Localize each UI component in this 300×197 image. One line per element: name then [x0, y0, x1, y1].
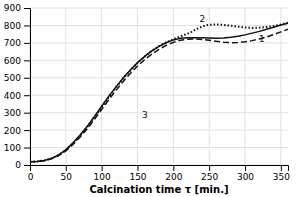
grid-line-y — [30, 8, 288, 9]
y-tick: 700 — [4, 38, 30, 48]
grid-line-y — [30, 77, 288, 78]
y-tick-mark — [24, 130, 30, 131]
y-tick-mark — [24, 43, 30, 44]
x-axis: 0 50 100 150 200 250 300 350 — [28, 165, 291, 182]
y-tick: 0 — [15, 160, 30, 170]
x-tick: 200 — [165, 165, 182, 182]
y-tick-mark — [24, 95, 30, 96]
y-tick: 800 — [4, 21, 30, 31]
grid-line-x — [137, 8, 138, 165]
y-axis: 0 100 200 300 400 500 600 700 800 900 — [4, 3, 31, 170]
y-tick: 600 — [4, 56, 30, 66]
grid-line-y — [30, 95, 288, 96]
x-tick-label: 150 — [129, 172, 146, 182]
x-tick-label: 250 — [201, 172, 218, 182]
y-tick-mark — [24, 113, 30, 114]
y-tick-mark — [24, 25, 30, 26]
grid-line-x — [65, 8, 66, 165]
line-series — [30, 29, 288, 162]
x-tick-label: 300 — [237, 172, 254, 182]
y-tick-label: 500 — [4, 73, 21, 83]
y-tick-label: 400 — [4, 91, 21, 101]
curve-label: 1 — [259, 34, 265, 44]
plot-area: 0 50 100 150 200 250 300 350 0 100 200 300 400 500 600… — [4, 3, 290, 182]
x-tick-mark — [102, 165, 103, 171]
y-tick-mark — [24, 148, 30, 149]
y-tick-mark — [24, 165, 30, 166]
grid-line-y — [30, 42, 288, 43]
x-tick: 100 — [94, 165, 111, 182]
x-tick: 0 — [28, 165, 34, 182]
y-tick-label: 100 — [4, 143, 21, 153]
y-tick-label: 300 — [4, 108, 21, 118]
x-tick: 250 — [201, 165, 218, 182]
y-tick: 100 — [4, 143, 30, 153]
curve-label: 3 — [142, 110, 148, 120]
x-tick-mark — [245, 165, 246, 171]
y-tick: 900 — [4, 3, 30, 13]
y-tick-label: 0 — [15, 160, 21, 170]
y-tick-label: 900 — [4, 3, 21, 13]
chart: 0 50 100 150 200 250 300 350 0 100 200 300 400 500 600… — [0, 0, 300, 197]
x-tick-mark — [173, 165, 174, 171]
x-tick-mark — [66, 165, 67, 171]
y-tick-label: 700 — [4, 38, 21, 48]
x-tick-label: 200 — [165, 172, 182, 182]
grid-line-x — [101, 8, 102, 165]
x-tick: 150 — [129, 165, 146, 182]
grid-line-x — [245, 8, 246, 165]
y-axis-line — [24, 9, 31, 166]
x-tick-label: 100 — [94, 172, 111, 182]
x-tick-label: 0 — [28, 172, 34, 182]
y-tick: 500 — [4, 73, 30, 83]
y-tick-label: 200 — [4, 125, 21, 135]
grid-line-y — [30, 130, 288, 131]
x-tick-label: 350 — [273, 172, 290, 182]
y-tick: 200 — [4, 125, 30, 135]
x-tick-mark — [138, 165, 139, 171]
y-tick-mark — [24, 78, 30, 79]
curve-label: 2 — [199, 14, 205, 24]
line-series — [30, 23, 288, 162]
grid-line-y — [30, 25, 288, 26]
grid — [30, 8, 288, 165]
x-tick: 50 — [61, 165, 73, 182]
x-tick-label: 50 — [61, 172, 73, 182]
y-tick-mark — [24, 60, 30, 61]
annotations: 2 1 3 — [142, 14, 265, 120]
y-tick-label: 600 — [4, 56, 21, 66]
x-tick-mark — [209, 165, 210, 171]
y-tick: 300 — [4, 108, 30, 118]
y-tick: 400 — [4, 91, 30, 101]
grid-line-y — [30, 112, 288, 113]
grid-line-x — [209, 8, 210, 165]
grid-line-x — [173, 8, 174, 165]
lines — [30, 23, 288, 162]
x-tick: 300 — [237, 165, 254, 182]
y-tick-mark — [24, 8, 30, 9]
y-tick-label: 800 — [4, 21, 21, 31]
grid-line-y — [30, 60, 288, 61]
line-series — [30, 23, 288, 162]
x-axis-line — [31, 166, 289, 172]
x-tick: 350 — [273, 165, 290, 182]
x-tick-mark — [281, 165, 282, 171]
x-axis-title: Calcination time τ [min.] — [89, 184, 228, 195]
